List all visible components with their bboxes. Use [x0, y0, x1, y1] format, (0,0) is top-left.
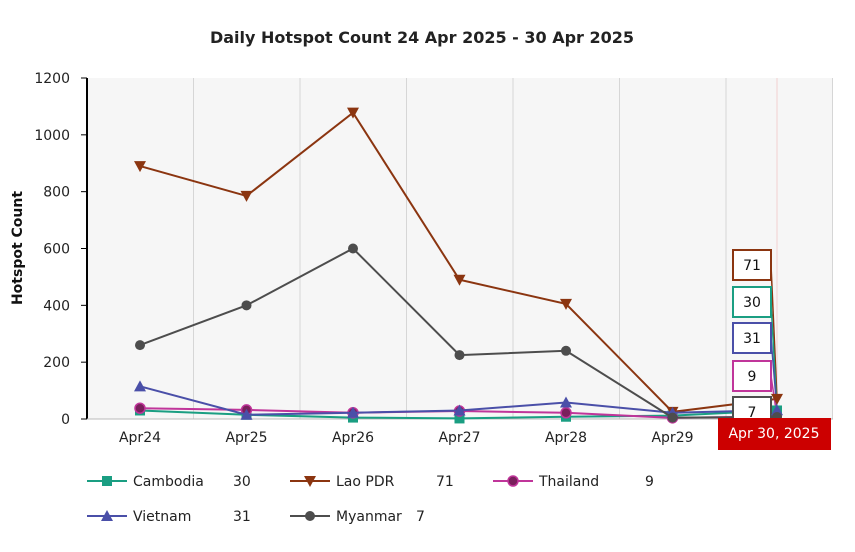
- tooltip-box: [732, 286, 772, 318]
- legend-value: 9: [645, 474, 654, 490]
- data-point: [240, 190, 253, 202]
- legend-label: Lao PDR: [336, 474, 395, 490]
- x-tick-label: Apr25: [225, 430, 267, 446]
- tooltip-value: 7: [748, 405, 757, 421]
- legend-marker: [304, 476, 316, 487]
- tooltip-value: 30: [743, 295, 761, 311]
- legend-item: Lao PDR 71: [290, 474, 454, 490]
- x-tick-label: Apr27: [438, 430, 480, 446]
- data-point: [453, 274, 466, 286]
- data-point: [560, 396, 572, 408]
- tooltip-value: 31: [743, 331, 761, 347]
- data-point: [560, 406, 572, 419]
- tooltip-box: [732, 249, 772, 281]
- data-point: [667, 412, 678, 423]
- data-point: [453, 404, 466, 416]
- latest-point: [771, 393, 783, 405]
- data-point: [560, 298, 572, 310]
- data-point: [347, 107, 359, 119]
- legend-value: 31: [233, 509, 251, 525]
- x-tick-label: Apr24: [119, 430, 161, 446]
- y-axis-label: Hotspot Count: [10, 191, 26, 305]
- y-tick-label: 1200: [34, 71, 70, 87]
- data-point: [454, 350, 465, 361]
- plot-area: 0 200 400 600 800 1000 1200 Apr24 Apr25 Apr26 Apr2…: [34, 71, 833, 450]
- data-point: [347, 406, 359, 418]
- x-tick-label: Apr26: [332, 430, 374, 446]
- tooltip-value: 9: [748, 369, 757, 385]
- data-point: [240, 408, 253, 420]
- legend-label: Thailand: [538, 474, 599, 490]
- y-tick-label: 1000: [34, 128, 70, 144]
- chart-title: Daily Hotspot Count 24 Apr 2025 - 30 Apr…: [210, 28, 634, 47]
- latest-point: [771, 404, 783, 416]
- tooltip-box: [732, 360, 772, 392]
- date-highlight-badge: [718, 418, 831, 450]
- legend-label: Cambodia: [133, 474, 204, 490]
- tooltip-box: [732, 322, 772, 354]
- y-tick-label: 800: [43, 185, 70, 201]
- data-point: [134, 161, 146, 173]
- legend: Cambodia 30 Lao PDR 71 Thailand 9 Vietnam 31 Mya…: [87, 474, 654, 525]
- data-point: [241, 300, 252, 311]
- y-tick-label: 200: [43, 355, 70, 371]
- data-point: [561, 345, 571, 356]
- legend-marker: [507, 475, 519, 487]
- legend-marker: [305, 511, 315, 521]
- legend-item: Vietnam 31: [87, 509, 251, 525]
- legend-label: Vietnam: [133, 509, 191, 525]
- data-point: [134, 402, 146, 414]
- x-tick-label: Apr28: [545, 430, 587, 446]
- legend-value: 7: [416, 509, 425, 525]
- data-point: [454, 413, 465, 424]
- legend-item: Thailand 9: [493, 474, 654, 490]
- y-tick-label: 600: [43, 242, 70, 258]
- data-point: [348, 243, 358, 254]
- data-point: [134, 380, 146, 392]
- legend-item: Cambodia 30: [87, 474, 251, 490]
- legend-marker: [102, 476, 112, 486]
- tooltip-value: 71: [743, 258, 761, 274]
- date-highlight-label: Apr 30, 2025: [728, 426, 819, 442]
- legend-value: 71: [436, 474, 454, 490]
- y-tick-label: 400: [43, 298, 70, 314]
- x-tick-label: Apr29: [651, 430, 693, 446]
- data-point: [135, 340, 145, 351]
- legend-marker: [101, 510, 113, 521]
- legend-label: Myanmar: [336, 509, 402, 525]
- plot-background: [87, 78, 833, 419]
- y-tick-label: 0: [61, 412, 70, 428]
- legend-item: Myanmar 7: [290, 509, 425, 525]
- legend-value: 30: [233, 474, 251, 490]
